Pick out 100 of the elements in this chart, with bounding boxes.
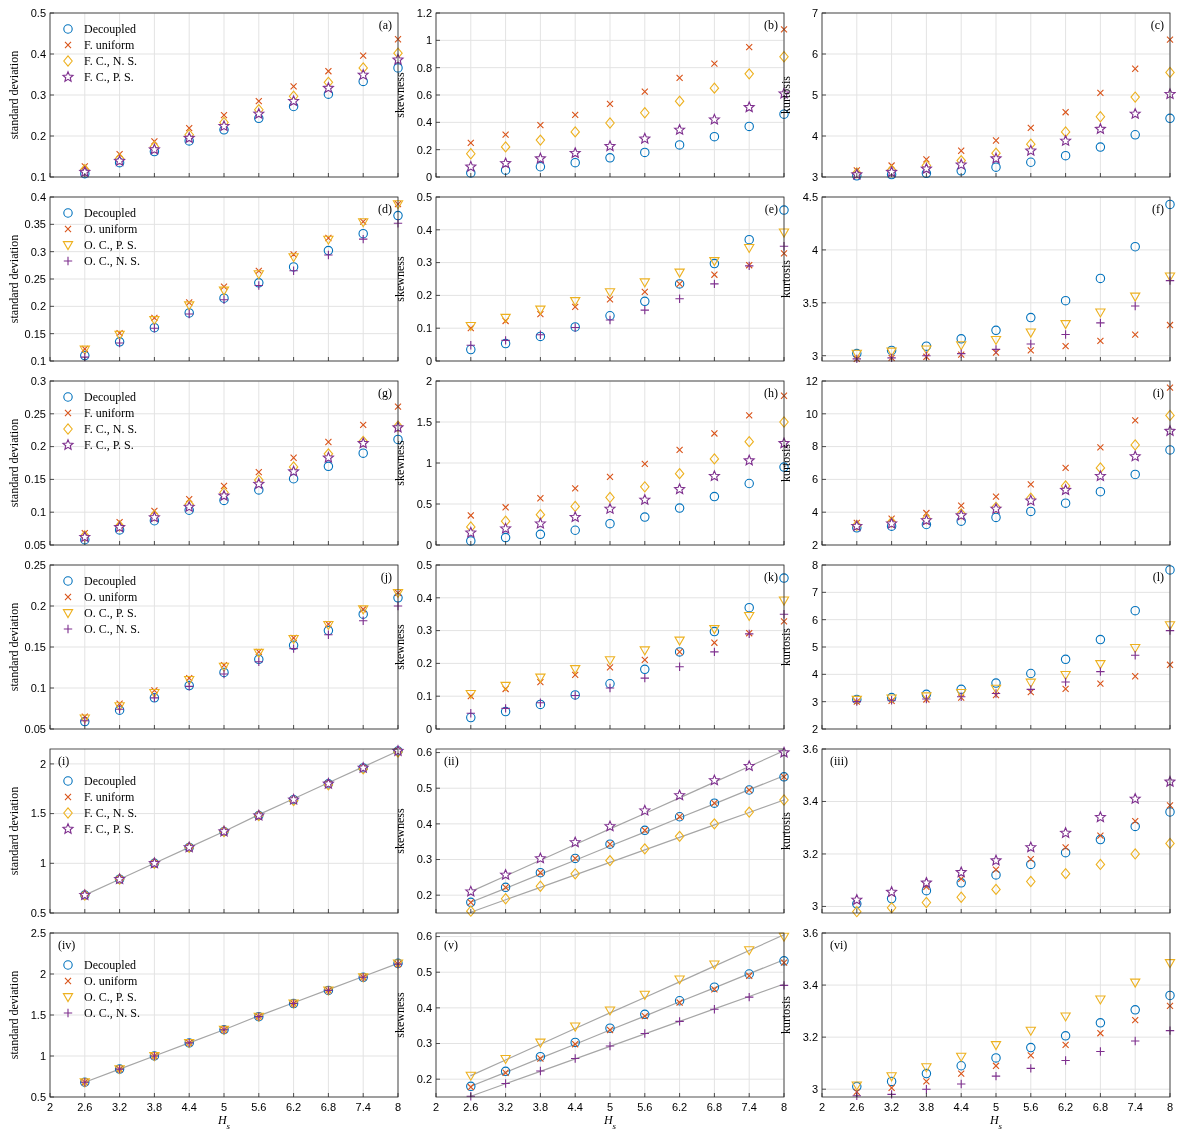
y-axis-title: kurtosis: [779, 259, 793, 299]
legend-label: F. uniform: [84, 790, 136, 805]
y-tick-label: 3: [811, 349, 818, 362]
y-tick-label: 0.5: [416, 782, 432, 795]
y-tick-label: 3.5: [802, 296, 818, 309]
x-axis-title: H$_{s}$: [602, 1113, 617, 1131]
y-tick-label: 4: [811, 506, 818, 519]
x-tick-label: 8: [1166, 1101, 1174, 1113]
y-tick-label: 3.6: [802, 742, 818, 755]
annotation: (iv): [58, 938, 76, 952]
legend-label: F. C., N. S.: [84, 422, 138, 437]
y-tick-label: 1: [39, 1049, 46, 1062]
y-tick-label: 5: [811, 88, 818, 101]
legend-label: Decoupled: [84, 206, 136, 221]
legend-label: Decoupled: [84, 22, 136, 37]
y-axis-title: standard deviation: [7, 418, 21, 508]
y-axis-title: standard deviation: [7, 970, 21, 1060]
y-tick-label: 0.5: [416, 966, 432, 979]
annotation: (l): [1152, 570, 1164, 584]
y-tick-label: 0.2: [416, 289, 432, 302]
y-tick-label: 0.5: [30, 906, 46, 919]
y-axis-title: standard deviation: [7, 602, 21, 692]
x-tick-label: 3.2: [883, 1101, 900, 1113]
y-axis-title: standard deviation: [7, 50, 21, 140]
y-tick-label: 3: [811, 695, 818, 708]
x-tick-label: 3.8: [146, 1101, 163, 1113]
annotation: (i): [1152, 386, 1164, 400]
annotation: (f): [1152, 202, 1164, 216]
x-tick-label: 3.8: [918, 1101, 935, 1113]
y-tick-label: 1.5: [416, 415, 432, 428]
y-tick-label: 2.5: [30, 926, 46, 939]
x-tick-label: 5.6: [251, 1101, 267, 1113]
annotation: (e): [764, 202, 778, 216]
y-tick-label: 3: [811, 170, 818, 183]
y-tick-label: 0.1: [30, 354, 46, 367]
legend-label: F. uniform: [84, 38, 136, 53]
y-tick-label: 0.6: [416, 88, 432, 101]
y-tick-label: 3: [811, 1083, 818, 1096]
legend-label: O. C., N. S.: [84, 622, 141, 637]
x-tick-label: 3.2: [497, 1101, 514, 1113]
y-tick-label: 3.4: [802, 978, 818, 991]
annotation: (c): [1150, 18, 1164, 32]
y-tick-label: 0.5: [30, 1090, 46, 1103]
x-tick-label: 2.6: [463, 1101, 479, 1113]
y-axis-title: skewness: [393, 256, 407, 302]
y-tick-label: 6: [811, 47, 818, 60]
y-tick-label: 0.2: [30, 129, 46, 142]
y-tick-label: 4: [811, 243, 818, 256]
y-tick-label: 0.25: [24, 558, 46, 571]
y-tick-label: 0.2: [416, 657, 432, 670]
y-tick-label: 0.15: [24, 473, 46, 486]
x-tick-label: 5.6: [637, 1101, 653, 1113]
y-tick-label: 4: [811, 668, 818, 681]
x-axis-title: H$_{s}$: [216, 1113, 231, 1131]
y-tick-label: 0: [425, 538, 432, 551]
legend-label: F. C., N. S.: [84, 806, 138, 821]
y-tick-label: 0.1: [416, 690, 432, 703]
y-axis-title: skewness: [393, 624, 407, 670]
x-tick-label: 5.6: [1023, 1101, 1039, 1113]
y-axis-title: kurtosis: [779, 627, 793, 667]
annotation: (vi): [830, 938, 848, 952]
y-tick-label: 3.6: [802, 926, 818, 939]
legend-label: Decoupled: [84, 574, 136, 589]
y-tick-label: 0.2: [30, 440, 46, 453]
y-tick-label: 0.4: [416, 591, 432, 604]
annotation: (d): [378, 202, 392, 216]
y-tick-label: 0.1: [416, 322, 432, 335]
y-axis-title: skewness: [393, 808, 407, 854]
annotation: (g): [378, 386, 392, 400]
legend-label: O. C., P. S.: [84, 606, 137, 621]
y-tick-label: 1: [39, 857, 46, 870]
legend-label: O. uniform: [84, 974, 138, 989]
y-tick-label: 0: [425, 354, 432, 367]
y-tick-label: 3: [811, 900, 818, 913]
y-tick-label: 0.05: [24, 722, 46, 735]
y-tick-label: 0.1: [30, 170, 46, 183]
x-tick-label: 7.4: [355, 1101, 371, 1113]
legend-label: O. C., P. S.: [84, 238, 137, 253]
y-axis-title: kurtosis: [779, 811, 793, 851]
y-axis-title: skewness: [393, 440, 407, 486]
x-tick-label: 7.4: [1127, 1101, 1143, 1113]
annotation: (k): [764, 570, 778, 584]
x-tick-label: 5: [992, 1101, 1000, 1113]
y-tick-label: 0.15: [24, 327, 46, 340]
annotation: (iii): [830, 754, 848, 768]
y-tick-label: 0.6: [416, 746, 432, 759]
y-tick-label: 0.3: [416, 624, 432, 637]
x-tick-label: 2.6: [77, 1101, 93, 1113]
legend-label: Decoupled: [84, 958, 136, 973]
y-tick-label: 0.35: [24, 218, 46, 231]
y-tick-label: 3.4: [802, 795, 818, 808]
y-tick-label: 2: [39, 757, 46, 770]
y-tick-label: 0.3: [416, 256, 432, 269]
y-axis-title: kurtosis: [779, 995, 793, 1035]
x-tick-label: 4.4: [181, 1101, 197, 1113]
y-tick-label: 0.1: [30, 681, 46, 694]
y-axis-title: kurtosis: [779, 443, 793, 483]
legend-label: F. C., P. S.: [84, 438, 134, 453]
legend-label: F. C., P. S.: [84, 822, 134, 837]
y-tick-label: 3.2: [802, 1030, 818, 1043]
